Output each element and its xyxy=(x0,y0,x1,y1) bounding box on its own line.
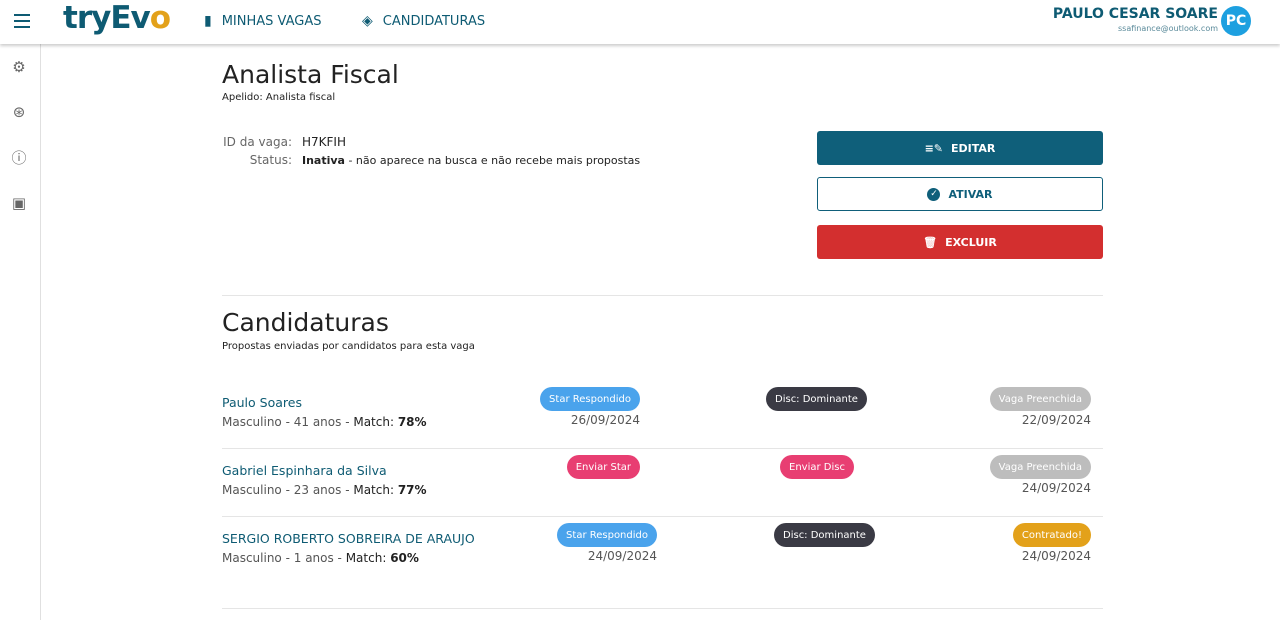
activate-button[interactable]: ✓ ATIVAR xyxy=(817,177,1103,211)
disc-badge[interactable]: Disc: Dominante xyxy=(766,387,867,411)
status-value: Inativa xyxy=(302,154,345,167)
star-date: 24/09/2024 xyxy=(587,549,657,563)
edit-button[interactable]: ≡✎ EDITAR xyxy=(817,131,1103,165)
bookmark-icon: ▮ xyxy=(204,13,212,29)
status-date: 24/09/2024 xyxy=(1021,549,1091,563)
match-label: Match: xyxy=(353,415,398,429)
age: - 1 anos - xyxy=(281,551,346,565)
menu-icon[interactable] xyxy=(14,14,30,32)
status-date: 24/09/2024 xyxy=(1021,481,1091,495)
user-email: ssafinance@outlook.com xyxy=(1117,24,1218,33)
gender: Masculino xyxy=(222,551,282,565)
match-value: 77% xyxy=(397,483,427,497)
check-circle-icon: ✓ xyxy=(927,187,941,201)
status-badge[interactable]: Vaga Preenchida xyxy=(989,455,1091,479)
logo[interactable]: tryEvo xyxy=(63,0,171,36)
gender: Masculino xyxy=(222,415,282,429)
sidebar: ⚙ ⊛ ⓘ ▣ xyxy=(0,44,41,620)
age: - 41 anos - xyxy=(281,415,354,429)
disc-badge[interactable]: Disc: Dominante xyxy=(774,523,875,547)
status-badge[interactable]: Vaga Preenchida xyxy=(989,387,1091,411)
age: - 23 anos - xyxy=(281,483,354,497)
job-id: H7KFIH xyxy=(302,135,346,149)
status-description: - não aparece na busca e não recebe mais… xyxy=(344,154,641,167)
nav-candidaturas[interactable]: ◈ CANDIDATURAS xyxy=(362,13,485,29)
edit-icon: ≡✎ xyxy=(924,141,944,155)
user-name: PAULO CESAR SOARE xyxy=(1052,6,1218,22)
job-title: Analista Fiscal xyxy=(222,60,399,89)
row-divider xyxy=(222,448,1103,449)
user-info[interactable]: PAULO CESAR SOARE ssafinance@outlook.com xyxy=(1053,6,1218,33)
delete-label: EXCLUIR xyxy=(945,235,997,249)
delete-button[interactable]: 🗑 EXCLUIR xyxy=(817,225,1103,259)
star-badge[interactable]: Star Respondido xyxy=(557,523,657,547)
candidate-row: Gabriel Espinhara da Silva Masculino - 2… xyxy=(222,455,1103,531)
gender: Masculino xyxy=(222,483,282,497)
row-divider xyxy=(222,516,1103,517)
money-icon[interactable]: ▣ xyxy=(11,194,27,212)
divider xyxy=(222,295,1103,296)
candidate-meta: Masculino - 23 anos - Match: 77% xyxy=(222,483,427,497)
candidate-meta: Masculino - 41 anos - Match: 78% xyxy=(222,415,427,429)
nav-label: MINHAS VAGAS xyxy=(221,13,322,29)
candidate-meta: Masculino - 1 anos - Match: 60% xyxy=(222,551,419,565)
status-label: Status: xyxy=(249,153,292,167)
gear-icon[interactable]: ⚙ xyxy=(12,58,26,76)
disc-badge[interactable]: Enviar Disc xyxy=(780,455,854,479)
id-label: ID da vaga: xyxy=(223,135,292,149)
support-icon[interactable]: ⊛ xyxy=(12,103,26,121)
info-icon[interactable]: ⓘ xyxy=(11,149,27,167)
section-title: Candidaturas xyxy=(222,308,389,337)
candidate-name[interactable]: Paulo Soares xyxy=(222,395,302,410)
section-subtitle: Propostas enviadas por candidatos para e… xyxy=(222,341,475,352)
divider xyxy=(222,608,1103,609)
job-apelido: Apelido: Analista fiscal xyxy=(222,92,336,103)
nav-label: CANDIDATURAS xyxy=(382,13,486,29)
match-label: Match: xyxy=(353,483,398,497)
match-value: 78% xyxy=(397,415,427,429)
trash-icon: 🗑 xyxy=(923,235,938,249)
match-value: 60% xyxy=(390,551,419,565)
star-date: 26/09/2024 xyxy=(570,413,640,427)
star-badge[interactable]: Star Respondido xyxy=(540,387,640,411)
candidate-name[interactable]: Gabriel Espinhara da Silva xyxy=(222,463,387,478)
candidate-name[interactable]: SERGIO ROBERTO SOBREIRA DE ARAUJO xyxy=(222,531,475,546)
edit-label: EDITAR xyxy=(951,141,996,155)
nav-minhas-vagas[interactable]: ▮ MINHAS VAGAS xyxy=(204,13,322,29)
status-date: 22/09/2024 xyxy=(1021,413,1091,427)
star-badge[interactable]: Enviar Star xyxy=(566,455,640,479)
job-info: ID da vaga: H7KFIH Status: Inativa - não a… xyxy=(222,133,640,170)
candidate-row: Paulo Soares Masculino - 41 anos - Match… xyxy=(222,387,1103,463)
avatar[interactable]: PC xyxy=(1221,6,1251,36)
candidate-row: SERGIO ROBERTO SOBREIRA DE ARAUJO Mascul… xyxy=(222,523,1103,599)
handshake-icon: ◈ xyxy=(362,13,373,29)
match-label: Match: xyxy=(345,551,391,565)
activate-label: ATIVAR xyxy=(948,187,993,201)
status-badge[interactable]: Contratado! xyxy=(1012,523,1091,547)
top-bar: tryEvo ▮ MINHAS VAGAS ◈ CANDIDATURAS PAULO… xyxy=(0,0,1280,44)
